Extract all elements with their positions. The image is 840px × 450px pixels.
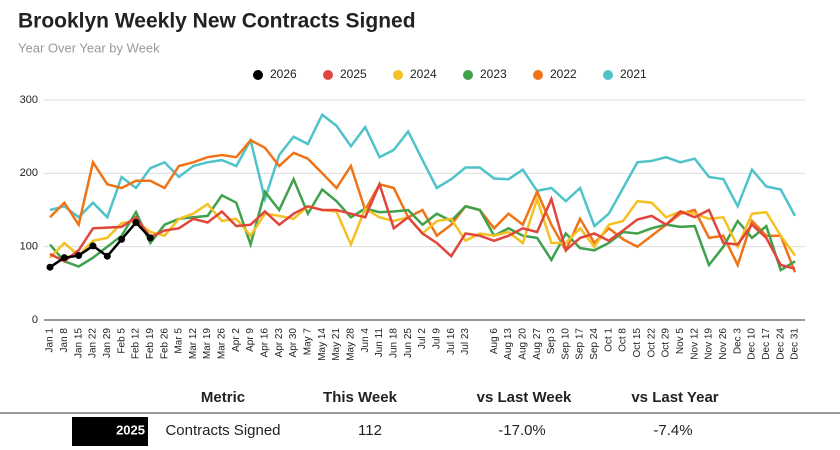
series-line	[49, 176, 796, 272]
point	[60, 254, 68, 262]
x-tick-label: Sep 24	[589, 328, 600, 360]
table-cell: 112	[358, 422, 382, 439]
x-tick-label: Apr 23	[274, 328, 285, 358]
table-cell: -17.0%	[498, 422, 546, 439]
table-header: vs Last Week	[477, 389, 572, 406]
x-tick-label: Oct 29	[661, 328, 672, 358]
point	[118, 235, 126, 243]
legend-swatch	[323, 70, 333, 80]
x-tick-label: Sep 10	[560, 328, 571, 360]
legend-label: 2022	[550, 67, 577, 81]
x-tick-label: Dec 31	[790, 328, 801, 360]
x-tick-label: Nov 19	[704, 328, 715, 360]
legend-label: 2021	[620, 67, 647, 81]
x-tick-label: Apr 9	[245, 328, 256, 352]
legend-swatch	[393, 70, 403, 80]
y-tick-label: 100	[20, 241, 38, 253]
x-tick-label: May 28	[346, 328, 357, 361]
x-tick-label: Sep 3	[546, 328, 557, 355]
table-cell: -7.4%	[653, 422, 692, 439]
legend-swatch	[603, 70, 613, 80]
x-tick-label: Aug 20	[517, 328, 528, 360]
x-tick-label: Jun 18	[388, 328, 399, 358]
x-tick-label: Dec 10	[747, 328, 758, 360]
x-tick-label: Dec 24	[775, 328, 786, 360]
point	[75, 251, 83, 259]
x-tick-label: Apr 30	[288, 328, 299, 358]
x-tick-label: Mar 26	[217, 328, 228, 360]
x-tick-label: Jun 25	[403, 328, 414, 358]
x-tick-label: Apr 2	[231, 328, 242, 352]
x-tick-label: Feb 5	[116, 328, 127, 354]
x-tick-label: Feb 26	[159, 328, 170, 360]
x-tick-label: Mar 19	[202, 328, 213, 360]
legend-label: 2023	[480, 67, 507, 81]
legend-label: 2026	[270, 67, 297, 81]
legend-swatch	[463, 70, 473, 80]
point	[146, 234, 154, 242]
x-tick-label: Mar 5	[174, 328, 185, 354]
x-tick-label: Mar 12	[188, 328, 199, 360]
y-tick-label: 200	[20, 167, 38, 179]
chart-subtitle: Year Over Year by Week	[18, 40, 160, 55]
series-line	[49, 180, 796, 270]
x-tick-label: Jun 4	[360, 328, 371, 353]
legend-swatch	[533, 70, 543, 80]
x-tick-label: Jul 2	[417, 328, 428, 350]
table-header: This Week	[323, 389, 398, 406]
x-tick-label: Oct 8	[618, 328, 629, 352]
legend-label: 2025	[340, 67, 367, 81]
x-tick-label: Jan 1	[45, 328, 56, 353]
table-header: vs Last Year	[631, 389, 718, 406]
x-tick-label: Sep 17	[575, 328, 586, 360]
x-tick-label: May 14	[317, 328, 328, 361]
x-tick-label: May 21	[331, 328, 342, 361]
x-tick-label: Nov 12	[689, 328, 700, 360]
x-tick-label: Apr 16	[260, 328, 271, 358]
x-tick-label: Jul 23	[460, 328, 471, 355]
x-tick-label: Aug 27	[532, 328, 543, 360]
x-tick-label: Aug 6	[489, 328, 500, 355]
x-tick-label: Dec 3	[732, 328, 743, 355]
x-tick-label: Oct 15	[632, 328, 643, 358]
y-tick-label: 300	[20, 94, 38, 106]
table-header: Metric	[201, 389, 245, 406]
x-tick-label: Oct 1	[603, 328, 614, 352]
legend-label: 2024	[410, 67, 437, 81]
point	[103, 252, 111, 260]
year-badge	[72, 417, 148, 446]
x-tick-label: Jul 9	[431, 328, 442, 350]
x-tick-label: Dec 17	[761, 328, 772, 360]
x-tick-label: Aug 13	[503, 328, 514, 360]
point	[89, 242, 97, 250]
x-tick-label: Jun 11	[374, 328, 385, 358]
x-tick-label: Jan 22	[88, 328, 99, 358]
chart-title: Brooklyn Weekly New Contracts Signed	[18, 10, 416, 33]
x-tick-label: Oct 22	[646, 328, 657, 358]
x-tick-label: Feb 12	[131, 328, 142, 360]
x-tick-label: Jul 16	[446, 328, 457, 355]
year-badge-label: 2025	[116, 422, 145, 437]
x-tick-label: Feb 19	[145, 328, 156, 360]
x-tick-label: Nov 5	[675, 328, 686, 355]
table-cell: Contracts Signed	[165, 422, 280, 439]
y-tick-label: 0	[32, 314, 38, 326]
x-tick-label: Nov 26	[718, 328, 729, 360]
point	[132, 218, 140, 226]
x-tick-label: May 7	[303, 328, 314, 356]
x-tick-label: Jan 29	[102, 328, 113, 358]
x-tick-label: Jan 15	[73, 328, 84, 358]
point	[46, 263, 54, 271]
x-tick-label: Jan 8	[59, 328, 70, 353]
legend-swatch	[253, 70, 263, 80]
